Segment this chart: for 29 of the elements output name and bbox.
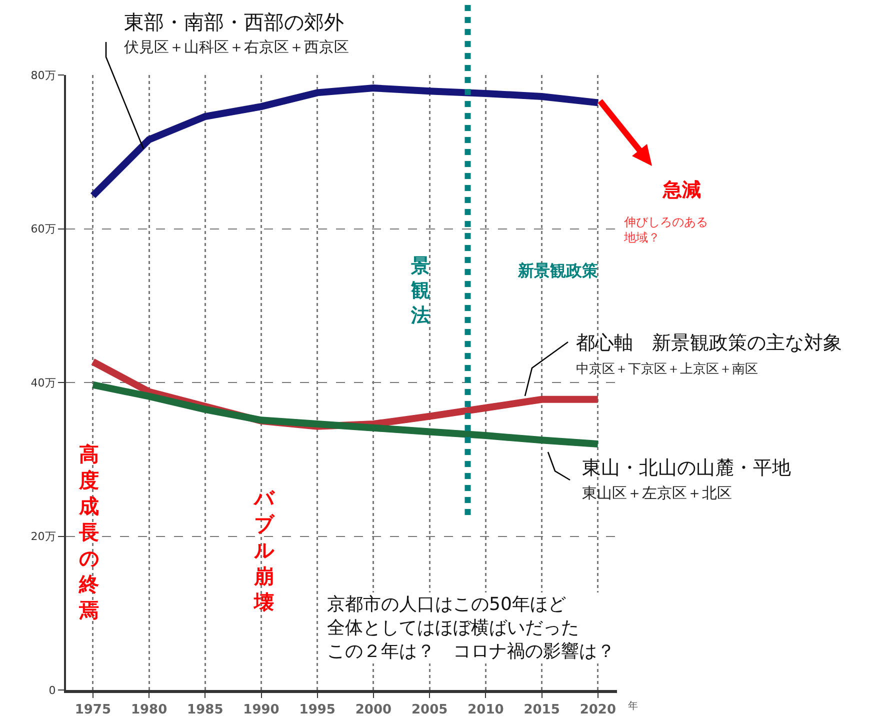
annotation: 東山区＋左京区＋北区 — [582, 484, 732, 502]
text: 東部・南部・西部の郊外 — [124, 10, 344, 34]
series-label: 東山・北山の山麓・平地 — [582, 457, 791, 479]
y-tick-label: 80万 — [30, 68, 56, 82]
x-tick-label: 1975 — [74, 702, 112, 718]
annotation: バブル崩壊 — [253, 486, 276, 614]
annotation: 高度成長の終焉 — [78, 442, 99, 622]
annotation: 景観法 — [410, 255, 430, 326]
x-tick-label: 1995 — [299, 702, 336, 718]
y-tick-label: 60万 — [30, 222, 56, 236]
x-tick-label: 2005 — [411, 702, 448, 718]
y-tick-label: 20万 — [30, 530, 56, 544]
y-tick-label: 40万 — [30, 376, 56, 390]
annotation: 京都市の人口はこの50年ほど全体としてはほぼ横ばいだったこの２年は？ コロナ禍の影響は？ — [327, 594, 615, 662]
text: 伸びしろのある地域？ — [623, 215, 708, 245]
x-tick-label: 1990 — [243, 702, 280, 718]
annotation: 中京区＋下京区＋上京区＋南区 — [576, 362, 758, 377]
x-tick-label: 2015 — [524, 702, 560, 718]
x-axis-title: 年 — [628, 700, 638, 712]
y-tick-label: 0 — [48, 684, 56, 697]
x-tick-label: 2000 — [355, 702, 392, 718]
text: 都心軸 新景観政策の主な対象 — [576, 332, 842, 354]
x-tick-label: 1985 — [187, 702, 224, 718]
x-tick-label: 1980 — [130, 702, 168, 718]
x-tick-label: 2020 — [580, 702, 616, 718]
text: 急減 — [662, 179, 701, 201]
annotation: 伏見区＋山科区＋右京区＋西京区 — [124, 38, 349, 56]
x-tick-label: 2010 — [468, 702, 504, 718]
annotation: 新景観政策 — [517, 261, 598, 280]
